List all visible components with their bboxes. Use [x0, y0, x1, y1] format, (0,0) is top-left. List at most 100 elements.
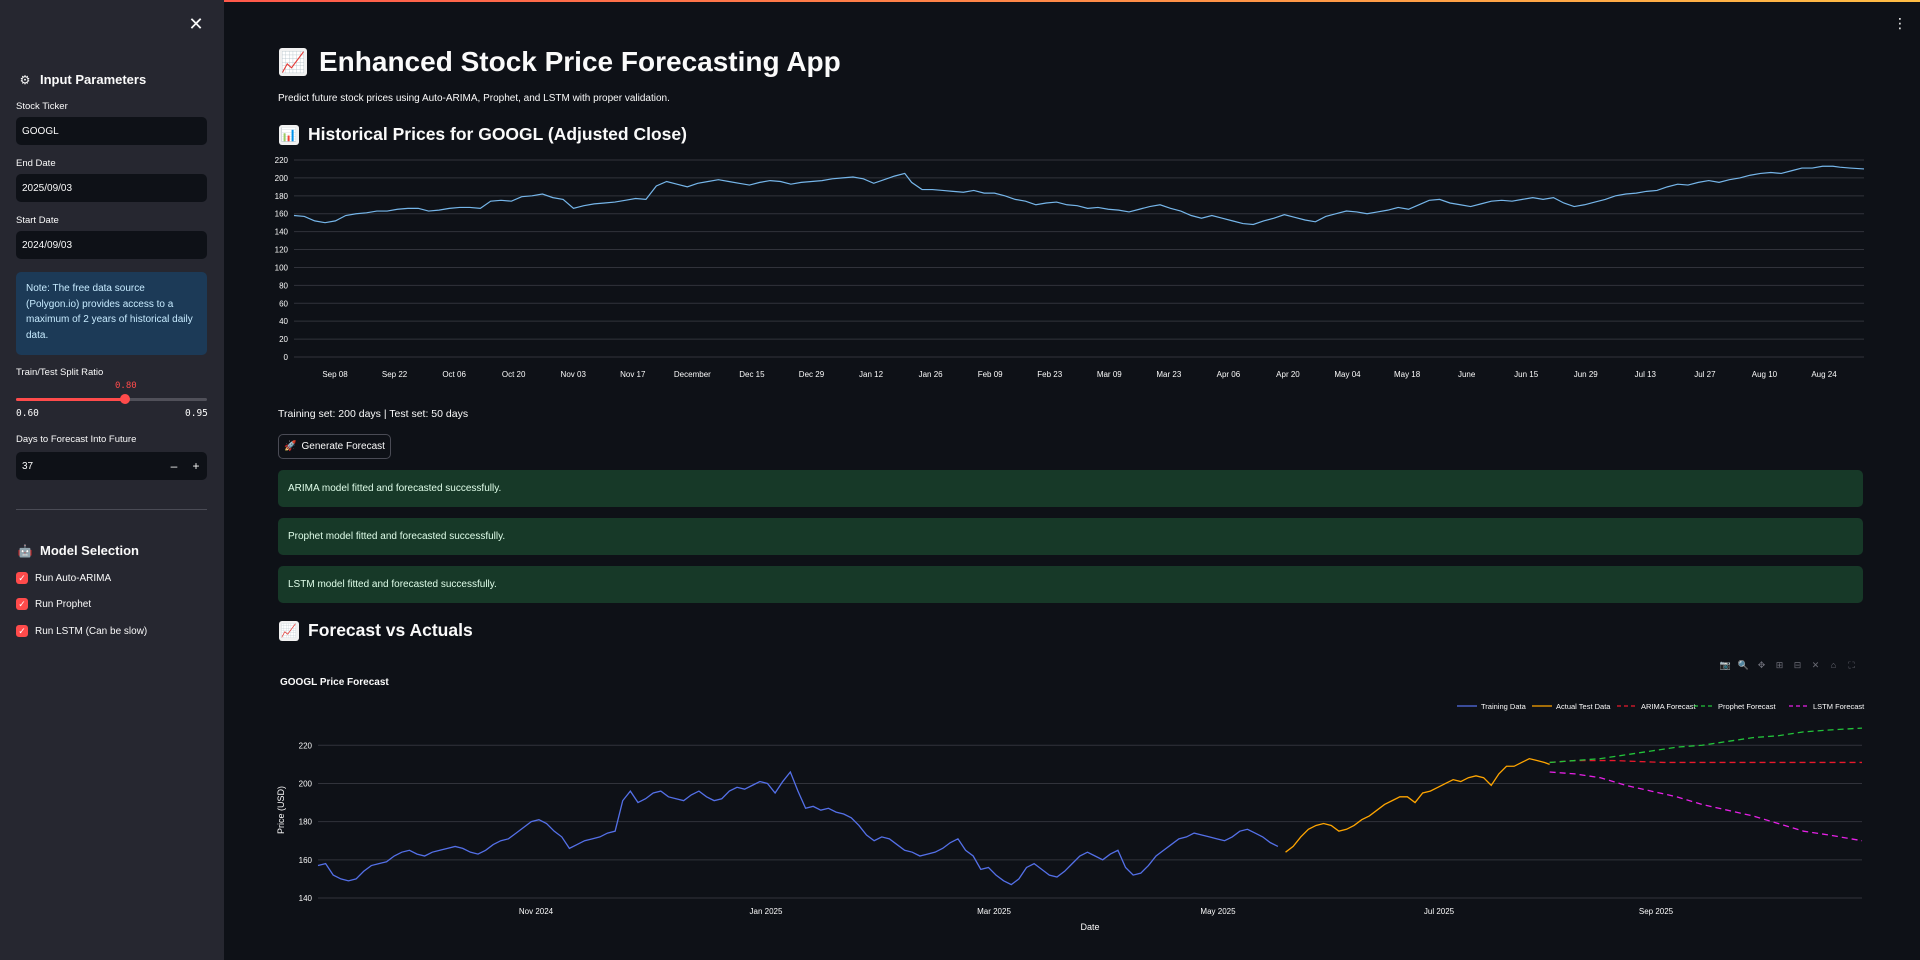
camera-icon[interactable]: 📷: [1719, 660, 1732, 670]
bar-chart-icon: 📊: [279, 124, 299, 145]
autoscale-icon[interactable]: ✕: [1811, 660, 1820, 670]
x-tick-label: Apr 06: [1217, 370, 1241, 379]
x-tick-label: Oct 20: [502, 370, 526, 379]
x-tick-label: Aug 10: [1752, 370, 1778, 379]
x-tick-label: Nov 03: [561, 370, 587, 379]
chart-up-icon: 📈: [279, 620, 299, 641]
legend-label: Actual Test Data: [1556, 702, 1611, 711]
model-selection-heading: 🤖 Model Selection: [18, 543, 139, 558]
start-date-label: Start Date: [16, 215, 59, 226]
checkbox-label: Run LSTM (Can be slow): [35, 625, 148, 637]
x-tick-label: Feb 23: [1037, 370, 1062, 379]
x-tick-label: Oct 06: [442, 370, 466, 379]
x-tick-label: Dec 29: [799, 370, 825, 379]
slider-max: 0.95: [185, 408, 208, 419]
y-tick-label: 80: [279, 281, 288, 290]
split-value: 0.80: [115, 381, 137, 391]
x-tick-label: Aug 24: [1811, 370, 1837, 379]
split-slider[interactable]: [16, 394, 207, 404]
legend-label: LSTM Forecast: [1813, 702, 1865, 711]
close-icon[interactable]: ✕: [188, 14, 204, 34]
y-tick-label: 120: [275, 246, 289, 255]
x-tick-label: Feb 09: [978, 370, 1003, 379]
forecast-chart: GOOGL Price Forecast 140 160 180 200 220 Nov 2…: [276, 677, 1865, 932]
x-tick-label: Jan 2025: [750, 907, 783, 916]
forecast-heading: 📈 Forecast vs Actuals: [279, 620, 473, 641]
checkbox-label: Run Auto-ARIMA: [35, 572, 112, 584]
sidebar-divider: [16, 509, 207, 510]
decrement-button[interactable]: –: [170, 459, 178, 473]
y-tick-label: 180: [275, 192, 289, 201]
more-options-icon[interactable]: ⋮: [1893, 15, 1907, 31]
generate-forecast-label: Generate Forecast: [301, 441, 385, 452]
split-info: Training set: 200 days | Test set: 50 da…: [278, 408, 469, 420]
fullscreen-icon[interactable]: ⛶: [1848, 660, 1855, 670]
slider-thumb[interactable]: [120, 394, 131, 404]
pan-icon[interactable]: ✥: [1757, 660, 1766, 670]
ticker-input[interactable]: GOOGL: [16, 117, 207, 145]
zoom-in-icon[interactable]: ⊞: [1775, 660, 1784, 670]
rocket-icon: 🚀: [284, 441, 297, 452]
x-tick-label: Mar 09: [1097, 370, 1122, 379]
input-params-heading: ⚙ Input Parameters: [18, 72, 147, 87]
x-tick-label: Sep 22: [382, 370, 408, 379]
success-lstm: LSTM model fitted and forecasted success…: [278, 566, 1863, 603]
checkbox-prophet[interactable]: ✓: [16, 598, 28, 610]
forecast-title: Forecast vs Actuals: [308, 620, 473, 640]
top-accent-line: [0, 0, 1920, 2]
start-date-input[interactable]: 2024/09/03: [16, 231, 207, 259]
zoom-out-icon[interactable]: ⊟: [1793, 660, 1802, 670]
y-tick-label: 40: [279, 317, 288, 326]
y-tick-label: 200: [275, 174, 289, 183]
legend-label: ARIMA Forecast: [1641, 702, 1697, 711]
x-axis-label: Date: [1080, 922, 1099, 932]
forecast-days-stepper: 37 – +: [16, 452, 207, 480]
y-tick-label: 0: [284, 353, 289, 362]
y-tick-label: 160: [299, 856, 313, 865]
prophet-forecast-line: [1549, 727, 1863, 764]
gear-icon: ⚙: [19, 72, 31, 87]
y-tick-label: 220: [299, 741, 313, 750]
model-option-prophet[interactable]: ✓ Run Prophet: [16, 598, 91, 610]
arima-forecast-line: [1549, 759, 1862, 764]
y-axis-label: Price (USD): [276, 786, 286, 834]
chart-up-icon: 📈: [279, 48, 307, 76]
checkbox-arima[interactable]: ✓: [16, 572, 28, 584]
checkbox-lstm[interactable]: ✓: [16, 625, 28, 637]
y-tick-label: 60: [279, 299, 288, 308]
x-tick-label: Mar 2025: [977, 907, 1011, 916]
training-data-line: [317, 770, 1279, 886]
y-tick-label: 160: [275, 210, 289, 219]
slider-min: 0.60: [16, 408, 39, 419]
historical-heading: 📊 Historical Prices for GOOGL (Adjusted …: [279, 124, 687, 145]
increment-button[interactable]: +: [192, 459, 200, 473]
zoom-icon[interactable]: 🔍: [1737, 660, 1750, 670]
x-tick-label: Apr 20: [1276, 370, 1300, 379]
model-option-arima[interactable]: ✓ Run Auto-ARIMA: [16, 572, 111, 584]
forecast-days-input[interactable]: 37: [22, 460, 34, 472]
x-tick-label: May 18: [1394, 370, 1421, 379]
end-date-input[interactable]: 2025/09/03: [16, 174, 207, 202]
home-icon[interactable]: ⌂: [1830, 660, 1837, 670]
x-tick-label: December: [674, 370, 711, 379]
x-tick-label: Mar 23: [1156, 370, 1181, 379]
legend-label: Training Data: [1481, 702, 1527, 711]
generate-forecast-button[interactable]: 🚀 Generate Forecast: [278, 434, 391, 459]
y-tick-label: 20: [279, 335, 288, 344]
split-label: Train/Test Split Ratio: [16, 367, 104, 378]
x-tick-label: Jun 15: [1514, 370, 1539, 379]
historical-title: Historical Prices for GOOGL (Adjusted Cl…: [308, 124, 687, 144]
page-title: 📈 Enhanced Stock Price Forecasting App: [279, 46, 841, 78]
x-tick-label: June: [1458, 370, 1476, 379]
x-tick-label: May 2025: [1200, 907, 1236, 916]
ticker-label: Stock Ticker: [16, 101, 68, 112]
y-tick-label: 180: [299, 818, 313, 827]
model-option-lstm[interactable]: ✓ Run LSTM (Can be slow): [16, 625, 147, 637]
data-source-note: Note: The free data source (Polygon.io) …: [16, 272, 207, 355]
y-tick-label: 200: [299, 779, 313, 788]
x-tick-label: Jan 12: [859, 370, 884, 379]
page-title-text: Enhanced Stock Price Forecasting App: [319, 46, 841, 77]
x-tick-label: Sep 2025: [1639, 907, 1674, 916]
plot-toolbar: 📷 🔍 ✥ ⊞ ⊟ ✕ ⌂ ⛶: [1719, 659, 1858, 672]
x-tick-label: Sep 08: [322, 370, 348, 379]
